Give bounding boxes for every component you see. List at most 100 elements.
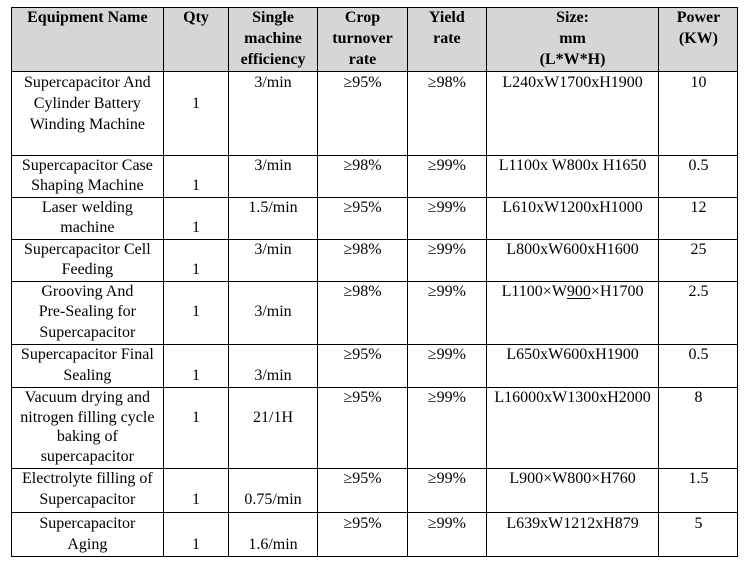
cell-crop-turnover-rate: ≥95% bbox=[316, 386, 409, 470]
table-row-case-shaping: Supercapacitor Case Shaping Machine 1 3/… bbox=[10, 154, 739, 198]
table-row-grooving-pre-sealing: Grooving And Pre-Sealing for Supercapaci… bbox=[10, 280, 739, 345]
cell-line: ≥95% bbox=[343, 198, 382, 216]
header-line: (L*W*H) bbox=[539, 50, 606, 68]
header-line: rate bbox=[433, 29, 461, 47]
header-line: turnover bbox=[332, 29, 393, 47]
cell-line: 3/min bbox=[254, 366, 292, 384]
cell-line: 1.5 bbox=[688, 470, 709, 488]
cell-equipment-name: Supercapacitor Aging bbox=[10, 511, 164, 558]
cell-power: 25 bbox=[658, 238, 739, 282]
cell-power: 0.5 bbox=[658, 154, 739, 198]
cell-line: 12 bbox=[690, 198, 707, 216]
cell-line: ≥98% bbox=[427, 74, 466, 92]
cell-line: 1 bbox=[192, 218, 201, 236]
cell-line: 10 bbox=[690, 74, 707, 92]
cell-line: Cylinder Battery bbox=[33, 95, 141, 113]
cell-crop-turnover-rate: ≥95% bbox=[316, 343, 409, 388]
cell-line: ≥95% bbox=[343, 388, 382, 406]
col-header-power: Power (KW) bbox=[658, 6, 739, 73]
cell-line: 3/min bbox=[254, 240, 292, 258]
cell-line: 5 bbox=[694, 514, 703, 532]
cell-size: L800xW600xH1600 bbox=[485, 238, 660, 282]
cell-line: ≥98% bbox=[343, 240, 382, 258]
cell-line: 1 bbox=[192, 535, 201, 553]
cell-line: 1 bbox=[192, 303, 201, 321]
cell-line: Supercapacitor bbox=[39, 491, 136, 508]
cell-line: ≥99% bbox=[427, 514, 466, 532]
cell-line: ≥99% bbox=[427, 388, 466, 406]
cell-qty: 1 bbox=[162, 343, 230, 388]
cell-crop-turnover-rate: ≥95% bbox=[316, 511, 409, 558]
cell-efficiency: 3/min bbox=[228, 71, 318, 156]
header-line: rate bbox=[348, 50, 377, 68]
cell-size: L1100x W800x H1650 bbox=[485, 154, 660, 198]
cell-line: 3/min bbox=[254, 74, 292, 92]
cell-line: ≥95% bbox=[343, 514, 382, 532]
cell-power: 2.5 bbox=[658, 280, 739, 345]
cell-line: ≥99% bbox=[427, 345, 466, 363]
cell-equipment-name: Vacuum drying and nitrogen filling cycle… bbox=[10, 386, 164, 470]
cell-efficiency: 3/min bbox=[228, 343, 318, 388]
cell-power: 0.5 bbox=[658, 343, 739, 388]
table-row-cell-feeding: Supercapacitor Cell Feeding 1 3/min ≥98%… bbox=[10, 238, 739, 282]
cell-qty: 1 bbox=[162, 511, 230, 558]
header-line: Qty bbox=[183, 9, 209, 26]
cell-line: 21/1H bbox=[253, 408, 294, 426]
equipment-spec-table: Equipment Name Qty Single machine effici… bbox=[10, 6, 739, 558]
cell-efficiency: 3/min bbox=[228, 238, 318, 282]
cell-line: ≥95% bbox=[343, 74, 382, 92]
cell-equipment-name: Laser welding machine bbox=[10, 196, 164, 240]
cell-line: ≥99% bbox=[427, 470, 466, 488]
cell-line: machine bbox=[60, 218, 115, 236]
size-suffix: ×H1700 bbox=[590, 282, 644, 300]
cell-qty: 1 bbox=[162, 196, 230, 240]
cell-equipment-name: Electrolyte filling of Supercapacitor bbox=[10, 468, 164, 513]
size-prefix: L1100×W bbox=[501, 282, 567, 300]
cell-line: Aging bbox=[67, 535, 108, 553]
header-line: Power bbox=[676, 9, 721, 26]
cell-yield-rate: ≥99% bbox=[407, 280, 487, 345]
cell-line: 3/min bbox=[254, 156, 292, 174]
table-row-electrolyte-filling: Electrolyte filling of Supercapacitor 1 … bbox=[10, 468, 739, 513]
cell-yield-rate: ≥99% bbox=[407, 386, 487, 470]
cell-line: Supercapacitor Final bbox=[20, 345, 154, 363]
cell-yield-rate: ≥98% bbox=[407, 71, 487, 156]
cell-line: 0.75/min bbox=[244, 490, 302, 508]
cell-line: ≥99% bbox=[427, 156, 466, 174]
cell-line: L900×W800×H760 bbox=[509, 470, 636, 488]
cell-line: 1 bbox=[192, 408, 201, 426]
cell-line: ≥95% bbox=[343, 470, 382, 488]
header-line: Yield bbox=[428, 9, 465, 26]
table-row-winding-machine: Supercapacitor And Cylinder Battery Wind… bbox=[10, 71, 739, 156]
table-row-aging: Supercapacitor Aging 1 1.6/min ≥95% ≥99%… bbox=[10, 511, 739, 558]
cell-line: Shaping Machine bbox=[31, 176, 144, 194]
cell-line: Winding Machine bbox=[29, 116, 146, 134]
cell-efficiency: 0.75/min bbox=[228, 468, 318, 513]
cell-yield-rate: ≥99% bbox=[407, 468, 487, 513]
cell-yield-rate: ≥99% bbox=[407, 343, 487, 388]
cell-line: Supercapacitor And bbox=[24, 74, 151, 92]
header-line: mm bbox=[559, 29, 586, 47]
cell-yield-rate: ≥99% bbox=[407, 154, 487, 198]
cell-yield-rate: ≥99% bbox=[407, 238, 487, 282]
cell-line: ≥98% bbox=[343, 156, 382, 174]
cell-yield-rate: ≥99% bbox=[407, 196, 487, 240]
cell-size: L610xW1200xH1000 bbox=[485, 196, 660, 240]
cell-line: Supercapacitor bbox=[39, 323, 136, 341]
header-line: (KW) bbox=[678, 29, 718, 47]
cell-line: supercapacitor bbox=[40, 448, 134, 466]
cell-line: 3/min bbox=[254, 303, 292, 321]
header-line: Equipment Name bbox=[27, 9, 148, 26]
cell-line: baking of bbox=[56, 428, 118, 446]
cell-line: L650xW600xH1900 bbox=[506, 345, 639, 363]
cell-line: Supercapacitor Cell bbox=[24, 240, 151, 258]
cell-crop-turnover-rate: ≥98% bbox=[316, 154, 409, 198]
cell-size: L16000xW1300xH2000 bbox=[485, 386, 660, 470]
col-header-equipment-name: Equipment Name bbox=[10, 6, 164, 73]
cell-line: 1 bbox=[192, 95, 201, 113]
cell-line: L1100x W800x H1650 bbox=[498, 156, 647, 174]
cell-crop-turnover-rate: ≥98% bbox=[316, 238, 409, 282]
cell-size: L1100×W900×H1700 bbox=[485, 280, 660, 345]
cell-equipment-name: Grooving And Pre-Sealing for Supercapaci… bbox=[10, 280, 164, 345]
cell-line: 1 bbox=[192, 366, 201, 384]
